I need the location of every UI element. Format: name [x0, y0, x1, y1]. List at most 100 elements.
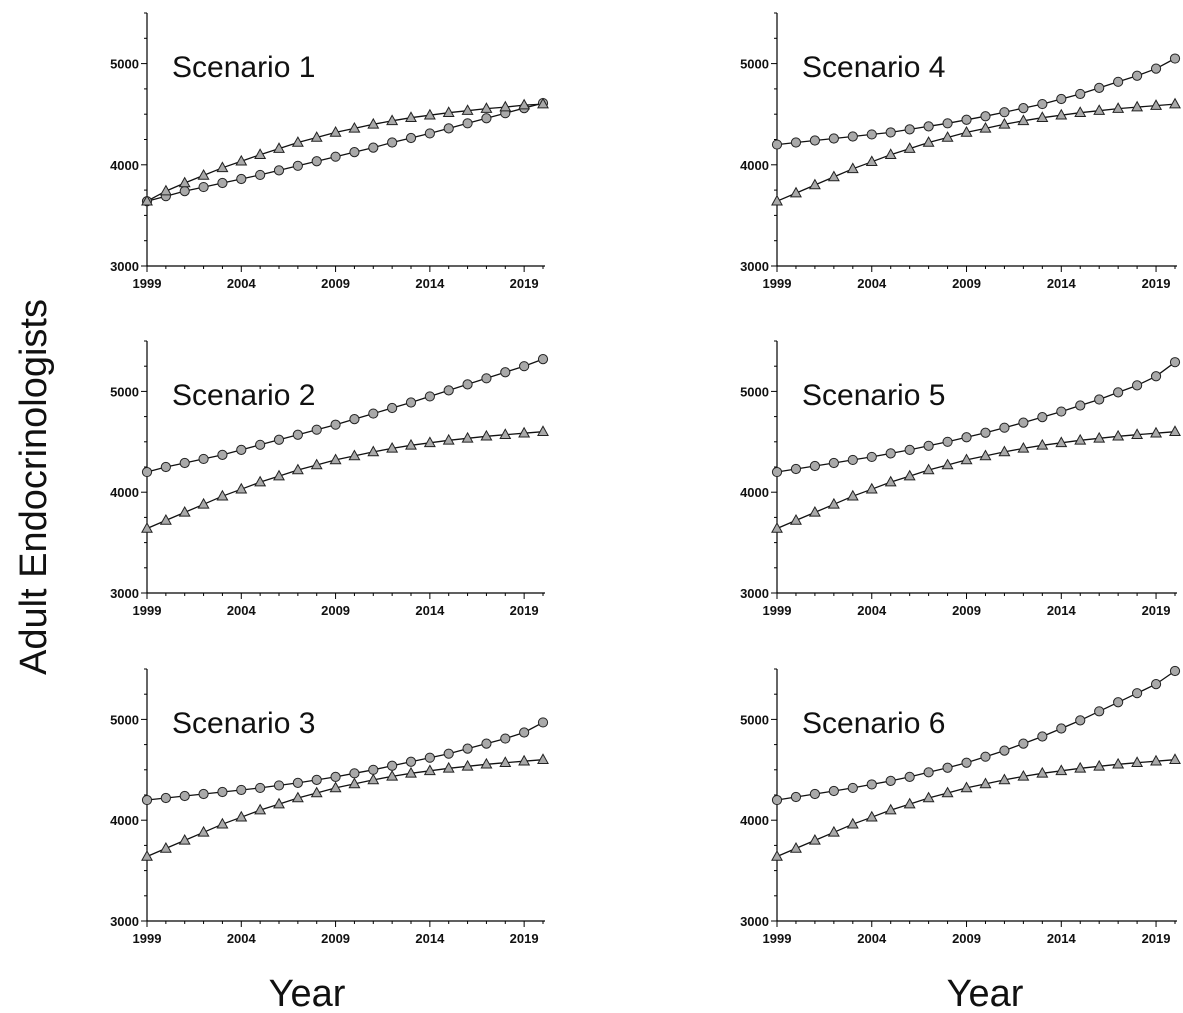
data-point-circle [1094, 706, 1105, 717]
data-point-circle [790, 791, 802, 803]
data-point-circle [809, 460, 821, 472]
series-line-triangle [776, 759, 1176, 858]
x-tick-label: 2019 [510, 931, 539, 946]
data-point-circle [961, 757, 972, 768]
data-point-circle [809, 788, 821, 800]
x-tick-label: 1999 [763, 276, 792, 291]
data-point-circle [311, 774, 322, 785]
data-point-triangle [941, 458, 954, 470]
data-point-triangle [310, 786, 323, 798]
data-point-triangle [771, 194, 783, 206]
x-tick-label: 2014 [415, 276, 445, 291]
data-point-triangle [979, 777, 992, 789]
data-point-triangle [1169, 97, 1181, 109]
data-point-triangle [405, 766, 417, 778]
data-point-circle [1131, 688, 1143, 699]
data-point-triangle [789, 186, 802, 198]
data-point-circle [1169, 357, 1181, 368]
data-point-circle [443, 123, 454, 134]
data-point-circle [790, 463, 802, 475]
x-tick-label: 2014 [415, 931, 445, 946]
y-tick-label: 4000 [740, 485, 769, 500]
data-point-triangle [291, 136, 304, 147]
data-point-circle [198, 788, 209, 800]
data-point-triangle [1112, 102, 1125, 113]
data-point-triangle [273, 797, 285, 809]
y-tick-label: 5000 [740, 712, 769, 727]
data-point-triangle [348, 121, 361, 133]
data-point-circle [141, 466, 153, 478]
series-line-triangle [146, 103, 544, 202]
data-point-circle [500, 733, 511, 744]
data-point-triangle [827, 497, 840, 509]
data-point-circle [217, 449, 228, 461]
data-point-circle [828, 457, 839, 469]
data-point-circle [405, 132, 417, 144]
x-tick-label: 2009 [321, 603, 350, 618]
data-point-circle [847, 131, 858, 142]
data-point-triangle [1017, 769, 1030, 781]
data-point-triangle [178, 176, 191, 188]
x-tick-label: 2014 [1047, 276, 1077, 291]
data-point-circle [1075, 400, 1086, 411]
data-point-triangle [1150, 754, 1163, 766]
data-point-circle [462, 118, 473, 129]
series-line-circle [146, 358, 544, 473]
x-tick-label: 1999 [133, 603, 162, 618]
x-axis-label-left: Year [269, 973, 346, 1013]
data-point-circle [1094, 394, 1105, 405]
data-point-circle [980, 751, 991, 762]
y-tick-label: 3000 [740, 586, 769, 601]
data-point-triangle [537, 753, 549, 764]
data-point-circle [866, 129, 877, 140]
data-point-circle [255, 439, 266, 450]
data-point-circle [1037, 98, 1048, 110]
data-point-triangle [461, 431, 474, 443]
chart-panel-2: 3000 4000 5000 1999 2004 2009 2014 2019 Scenario… [110, 340, 549, 618]
data-point-circle [942, 436, 953, 447]
series-line-circle [776, 670, 1176, 801]
data-point-circle [1131, 70, 1143, 81]
series-line-circle [146, 721, 544, 801]
data-point-triangle [846, 162, 859, 174]
data-point-triangle [960, 453, 973, 465]
data-point-circle [1037, 731, 1048, 742]
y-tick-label: 3000 [110, 259, 139, 274]
data-point-circle [537, 354, 549, 365]
data-point-triangle [1055, 436, 1068, 448]
data-point-triangle [423, 764, 436, 776]
data-point-circle [236, 444, 247, 455]
data-point-circle [885, 127, 896, 138]
data-point-circle [179, 186, 190, 197]
x-tick-label: 2004 [227, 931, 257, 946]
data-point-triangle [141, 194, 153, 206]
data-point-triangle [386, 441, 399, 453]
data-point-circle [481, 113, 492, 124]
y-tick-label: 4000 [110, 158, 139, 173]
data-point-triangle [461, 104, 474, 115]
data-point-triangle [941, 786, 954, 798]
data-point-triangle [159, 841, 172, 853]
data-point-triangle [884, 148, 897, 159]
data-point-circle [160, 792, 171, 804]
data-point-triangle [254, 475, 267, 487]
data-point-triangle [1131, 100, 1144, 112]
panel-title: Scenario 2 [172, 379, 315, 412]
data-point-triangle [291, 791, 304, 803]
data-point-triangle [537, 97, 549, 109]
data-point-circle [198, 453, 209, 465]
data-point-triangle [884, 803, 897, 815]
data-point-triangle [865, 810, 878, 822]
data-point-triangle [1131, 428, 1144, 439]
data-point-triangle [771, 522, 783, 533]
data-point-circle [961, 114, 972, 125]
x-tick-label: 2019 [510, 276, 539, 291]
data-point-triangle [197, 497, 210, 509]
data-point-circle [519, 361, 530, 372]
data-point-triangle [141, 522, 153, 533]
data-point-triangle [960, 125, 973, 137]
data-point-circle [1113, 387, 1124, 398]
data-point-triangle [518, 754, 531, 766]
data-point-circle [980, 111, 991, 122]
